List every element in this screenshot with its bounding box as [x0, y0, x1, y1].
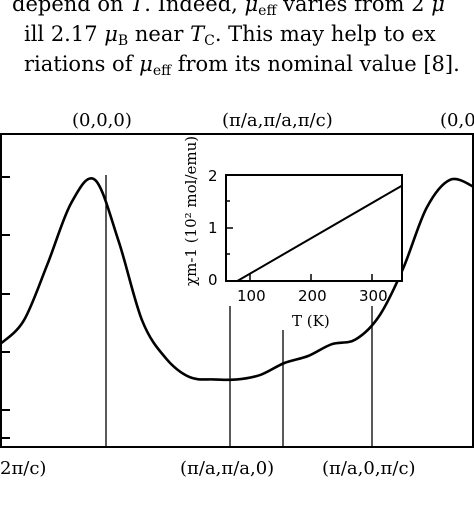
inset-y-tick-2: 2 — [208, 167, 218, 185]
left-ticks — [0, 176, 10, 439]
inset-x-tick-100: 100 — [237, 287, 266, 305]
inset-y-axis-title: χm-1 (10² mol/emu) — [182, 136, 200, 286]
paragraph-line-2: ill 2.17 μB near TC. This may help to ex — [24, 22, 436, 49]
paragraph-text: depend on T. Indeed, μeff varies from 2 … — [0, 0, 474, 96]
bottom-label-r: (π/a,0,π/c) — [322, 458, 416, 479]
inset-susceptibility-line — [236, 184, 403, 282]
inset-ticks — [226, 174, 373, 281]
inset-x-tick-200: 200 — [298, 287, 327, 305]
inset-y-tick-0: 0 — [208, 271, 218, 289]
top-label-a: (π/a,π/a,π/c) — [222, 110, 333, 131]
paragraph-line-3: riations of μeff from its nominal value … — [24, 52, 460, 79]
inset-x-axis-title: T (K) — [292, 312, 330, 330]
top-label-gamma: (0,0,0) — [72, 110, 132, 131]
bottom-label-z: 2π/c) — [0, 458, 46, 479]
marker-lines — [105, 175, 373, 447]
inset-y-tick-1: 1 — [208, 219, 218, 237]
dispersion-curve — [0, 177, 474, 382]
top-label-gamma-right: (0,0 — [440, 110, 474, 131]
inset-background — [225, 174, 403, 282]
paragraph-line-1: depend on T. Indeed, μeff varies from 2 … — [12, 0, 445, 19]
inset-x-tick-300: 300 — [359, 287, 388, 305]
bottom-label-m: (π/a,π/a,0) — [180, 458, 274, 479]
